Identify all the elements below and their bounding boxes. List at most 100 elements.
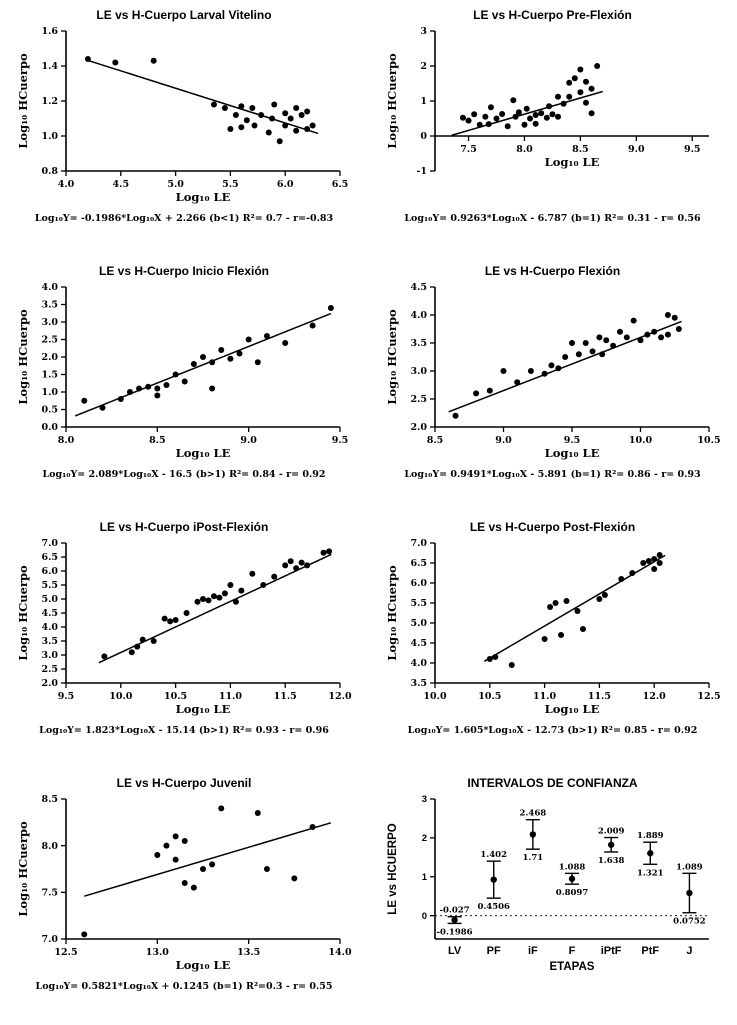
svg-text:3.5: 3.5 (410, 338, 427, 349)
svg-text:0.5: 0.5 (41, 405, 58, 416)
svg-text:11.5: 11.5 (587, 691, 610, 702)
svg-text:iPtF: iPtF (600, 945, 621, 957)
svg-text:Log₁₀ HCuerpo: Log₁₀ HCuerpo (16, 821, 30, 917)
svg-text:2.5: 2.5 (41, 335, 58, 346)
svg-text:Log₁₀ LE: Log₁₀ LE (544, 155, 599, 169)
panel-intervalos-confianza: INTERVALOS DE CONFIANZA 0 1 2 3 -0.027 -0.198… (368, 768, 737, 1024)
svg-text:6.5: 6.5 (332, 179, 349, 190)
chart-title: LE vs H-Cuerpo iPost-Flexión (99, 520, 269, 534)
svg-text:Log₁₀ LE: Log₁₀ LE (176, 190, 231, 204)
svg-text:12.5: 12.5 (54, 947, 77, 958)
chart-title: LE vs H-Cuerpo Juvenil (116, 776, 252, 790)
scatter-chart-larval-vitelino: 4.0 4.5 5.0 5.5 6.0 6.5 0.8 1.0 1.2 1.4 1.6 Log₁₀ L… (16, 26, 349, 204)
svg-text:5.5: 5.5 (41, 580, 58, 591)
svg-text:LE vs HCUERPO: LE vs HCUERPO (387, 823, 399, 914)
svg-text:6.5: 6.5 (41, 552, 58, 563)
svg-text:1.6: 1.6 (41, 26, 58, 37)
confidence-interval-chart: 0 1 2 3 -0.027 -0.1986 LV 1.402 0.4506 PF 2.468 1.7… (387, 794, 709, 973)
regression-equation: Log₁₀Y= -0.1986*Log₁₀X + 2.266 (b<1) R²=… (34, 213, 334, 224)
svg-text:9.5: 9.5 (683, 144, 700, 155)
svg-text:5.5: 5.5 (410, 598, 427, 609)
svg-text:4.0: 4.0 (410, 658, 427, 669)
svg-text:2.5: 2.5 (41, 664, 58, 675)
svg-text:iF: iF (527, 945, 537, 957)
svg-text:Log₁₀ HCuerpo: Log₁₀ HCuerpo (16, 309, 30, 405)
scatter-chart-pre-flexion: 7.5 8.0 8.5 9.0 9.5 -1 0 1 2 3 Log₁₀ LE Log₁₀ HCuer… (385, 26, 709, 177)
svg-text:F: F (568, 945, 575, 957)
svg-text:11.0: 11.0 (533, 691, 557, 702)
svg-text:8.5: 8.5 (41, 794, 58, 805)
svg-text:3.5: 3.5 (41, 300, 58, 311)
svg-text:10.0: 10.0 (423, 691, 447, 702)
svg-text:-0.027: -0.027 (439, 906, 469, 916)
svg-text:0.4506: 0.4506 (477, 902, 510, 912)
svg-text:3.0: 3.0 (41, 650, 58, 661)
svg-text:2: 2 (421, 833, 426, 844)
svg-text:1.402: 1.402 (480, 850, 507, 860)
svg-text:2.5: 2.5 (410, 394, 427, 405)
svg-text:Log₁₀ HCuerpo: Log₁₀ HCuerpo (16, 53, 30, 149)
regression-equation: Log₁₀Y= 2.089*Log₁₀X - 16.5 (b>1) R²= 0.… (42, 469, 326, 480)
svg-text:7.0: 7.0 (41, 538, 58, 549)
svg-text:PtF: PtF (641, 945, 659, 957)
svg-text:0.0752: 0.0752 (673, 917, 706, 927)
scatter-chart-juvenil: 12.5 13.0 13.5 14.0 7.0 7.5 8.0 8.5 Log₁₀ LE Log₁… (16, 794, 352, 972)
svg-text:7.0: 7.0 (41, 934, 58, 945)
svg-text:10.0: 10.0 (109, 691, 133, 702)
svg-text:8.0: 8.0 (58, 435, 75, 446)
svg-text:6.0: 6.0 (277, 179, 294, 190)
panel-inicio-flexion: LE vs H-Cuerpo Inicio Flexión 8.0 8.5 9.0 9… (0, 256, 368, 512)
svg-text:3.0: 3.0 (410, 366, 427, 377)
svg-text:1.0: 1.0 (41, 131, 58, 142)
svg-text:7.0: 7.0 (410, 538, 427, 549)
panel-flexion: LE vs H-Cuerpo Flexión 8.5 9.0 9.5 10.0 10.5… (368, 256, 737, 512)
svg-text:4.5: 4.5 (410, 282, 427, 293)
svg-text:Log₁₀ HCuerpo: Log₁₀ HCuerpo (385, 53, 399, 149)
scatter-chart-flexion: 8.5 9.0 9.5 10.0 10.5 2.0 2.5 3.0 3.5 4.0 4.5 Log₁₀… (385, 282, 721, 460)
svg-text:1.321: 1.321 (636, 868, 663, 878)
regression-equation: Log₁₀Y= 0.9263*Log₁₀X - 6.787 (b=1) R²= … (404, 213, 701, 224)
svg-text:0.8: 0.8 (41, 166, 58, 177)
svg-text:1: 1 (421, 872, 427, 883)
svg-text:3.5: 3.5 (41, 636, 58, 647)
chart-title: INTERVALOS DE CONFIANZA (467, 776, 638, 790)
chart-title: LE vs H-Cuerpo Flexión (484, 264, 621, 278)
regression-equation: Log₁₀Y= 1.605*Log₁₀X - 12.73 (b>1) R²= 0… (407, 725, 698, 736)
svg-text:13.5: 13.5 (237, 947, 260, 958)
svg-text:2.0: 2.0 (41, 678, 58, 689)
chart-title: LE vs H-Cuerpo Post-Flexión (469, 520, 636, 534)
svg-text:1.71: 1.71 (522, 853, 543, 863)
svg-text:10.0: 10.0 (628, 435, 652, 446)
panel-juvenil: LE vs H-Cuerpo Juvenil 12.5 13.0 13.5 14.0 7… (0, 768, 368, 1024)
regression-equation: Log₁₀Y= 1.823*Log₁₀X - 15.14 (b>1) R²= 0… (39, 725, 329, 736)
scatter-chart-post-flexion: 10.0 10.5 11.0 11.5 12.0 12.5 3.5 4.0 4.5 5.0 5.5 6… (385, 538, 721, 716)
chart-title: LE vs H-Cuerpo Pre-Flexión (473, 8, 632, 22)
svg-text:Log₁₀ HCuerpo: Log₁₀ HCuerpo (16, 565, 30, 661)
svg-text:0: 0 (420, 131, 427, 142)
svg-text:0: 0 (421, 911, 426, 922)
svg-text:Log₁₀ HCuerpo: Log₁₀ HCuerpo (385, 565, 399, 661)
svg-text:4.5: 4.5 (113, 179, 130, 190)
svg-text:7.5: 7.5 (460, 144, 477, 155)
svg-text:LV: LV (447, 945, 461, 957)
svg-text:1.0: 1.0 (41, 387, 58, 398)
svg-text:2.0: 2.0 (41, 352, 58, 363)
svg-text:6.5: 6.5 (410, 558, 427, 569)
svg-text:5.0: 5.0 (410, 618, 427, 629)
svg-text:11.0: 11.0 (219, 691, 243, 702)
svg-text:1.4: 1.4 (41, 61, 58, 72)
chart-title: LE vs H-Cuerpo Larval Vitelino (96, 8, 272, 22)
regression-equation: Log₁₀Y= 0.5821*Log₁₀X + 0.1245 (b=1) R²=… (35, 981, 333, 992)
svg-text:0.0: 0.0 (41, 422, 58, 433)
svg-text:0.8097: 0.8097 (555, 888, 588, 898)
svg-text:4.5: 4.5 (41, 608, 58, 619)
svg-text:3: 3 (420, 26, 427, 37)
svg-text:2.009: 2.009 (597, 827, 624, 837)
svg-text:5.0: 5.0 (167, 179, 184, 190)
svg-text:7.5: 7.5 (41, 888, 58, 899)
svg-text:PF: PF (486, 945, 500, 957)
svg-text:Log₁₀ LE: Log₁₀ LE (176, 958, 231, 972)
svg-text:1.089: 1.089 (676, 862, 703, 872)
svg-text:10.5: 10.5 (164, 691, 187, 702)
